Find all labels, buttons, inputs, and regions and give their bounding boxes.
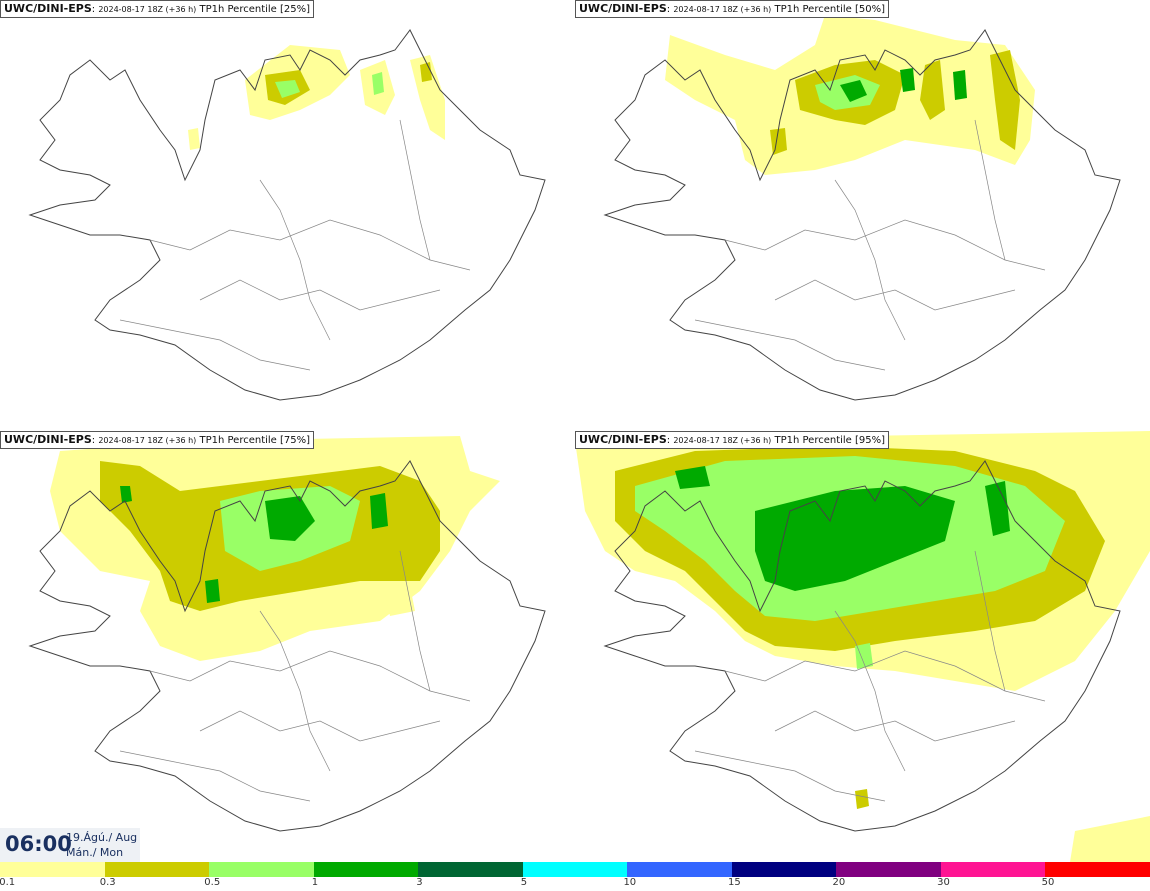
precip-map [575, 431, 1150, 862]
legend-swatch [1045, 862, 1150, 877]
legend-tick-label: 50 [1041, 877, 1055, 888]
run-time: 2024-08-17 18Z (+36 h) [673, 5, 772, 14]
panel-title: UWC/DINI-EPS: 2024-08-17 18Z (+36 h) TP1… [0, 0, 315, 18]
percentile-label: [50%] [855, 4, 886, 15]
precip-map [29, 436, 546, 832]
run-time: 2024-08-17 18Z (+36 h) [98, 5, 197, 14]
percentile-label: [95%] [855, 435, 886, 446]
percentile-label: [25%] [280, 4, 311, 15]
product-name: TP1h Percentile [199, 4, 277, 15]
legend-swatch [418, 862, 523, 877]
legend-tick-label: 10 [623, 877, 637, 888]
model-name: UWC/DINI-EPS [579, 433, 667, 446]
model-name: UWC/DINI-EPS [579, 2, 667, 15]
legend-swatch [0, 862, 105, 877]
precip-fields [188, 45, 445, 150]
legend-swatch [313, 862, 419, 877]
product-name: TP1h Percentile [774, 435, 852, 446]
run-time: 2024-08-17 18Z (+36 h) [673, 436, 772, 445]
legend-swatch [522, 862, 628, 877]
product-name: TP1h Percentile [774, 4, 852, 15]
legend-tick-label: 0.3 [99, 877, 116, 888]
legend-tick-label: 3 [416, 877, 423, 888]
valid-date: 19.Ágú./ Aug [66, 831, 138, 844]
percentile-label: [75%] [280, 435, 311, 446]
valid-time-box: 06:00 19.Ágú./ Aug Mán./ Mon [0, 828, 140, 862]
legend-tick-label: 5 [520, 877, 528, 888]
precip-map [604, 15, 1121, 401]
model-name: UWC/DINI-EPS [4, 433, 92, 446]
legend-tick-label: 15 [727, 877, 741, 888]
model-name: UWC/DINI-EPS [4, 2, 92, 15]
valid-weekday: Mán./ Mon [66, 846, 124, 859]
legend-swatch [836, 862, 941, 877]
legend-tick-label: 0.5 [204, 877, 221, 888]
legend-tick-label: 1 [311, 877, 319, 888]
legend-swatch [209, 862, 314, 877]
map-panel-75: UWC/DINI-EPS: 2024-08-17 18Z (+36 h) TP1… [0, 431, 575, 862]
map-panel-50: UWC/DINI-EPS: 2024-08-17 18Z (+36 h) TP1… [575, 0, 1150, 431]
legend-tick-label: 0.1 [0, 877, 16, 888]
valid-time: 06:00 [5, 832, 72, 856]
legend-tick-label: 30 [937, 877, 950, 888]
map-panel-95: UWC/DINI-EPS: 2024-08-17 18Z (+36 h) TP1… [575, 431, 1150, 862]
legend-tick-labels: 0.1 0.3 0.5 1 3 5 10 15 20 30 50 [0, 877, 1150, 891]
legend-swatch [940, 862, 1046, 877]
precip-fields [665, 15, 1035, 175]
precip-fields [575, 431, 1150, 862]
legend-color-bar [0, 862, 1150, 877]
legend-swatch [627, 862, 732, 877]
product-name: TP1h Percentile [199, 435, 277, 446]
precip-fields [50, 436, 500, 661]
panel-title: UWC/DINI-EPS: 2024-08-17 18Z (+36 h) TP1… [0, 431, 315, 449]
legend-tick-label: 20 [832, 877, 846, 888]
panel-title: UWC/DINI-EPS: 2024-08-17 18Z (+36 h) TP1… [575, 431, 890, 449]
panel-title: UWC/DINI-EPS: 2024-08-17 18Z (+36 h) TP1… [575, 0, 890, 18]
map-panel-25: UWC/DINI-EPS: 2024-08-17 18Z (+36 h) TP1… [0, 0, 575, 431]
run-time: 2024-08-17 18Z (+36 h) [98, 436, 197, 445]
color-legend: 0.1 0.3 0.5 1 3 5 10 15 20 30 50 [0, 862, 1150, 891]
legend-swatch [104, 862, 210, 877]
precip-map [29, 29, 546, 401]
legend-swatch [731, 862, 837, 877]
